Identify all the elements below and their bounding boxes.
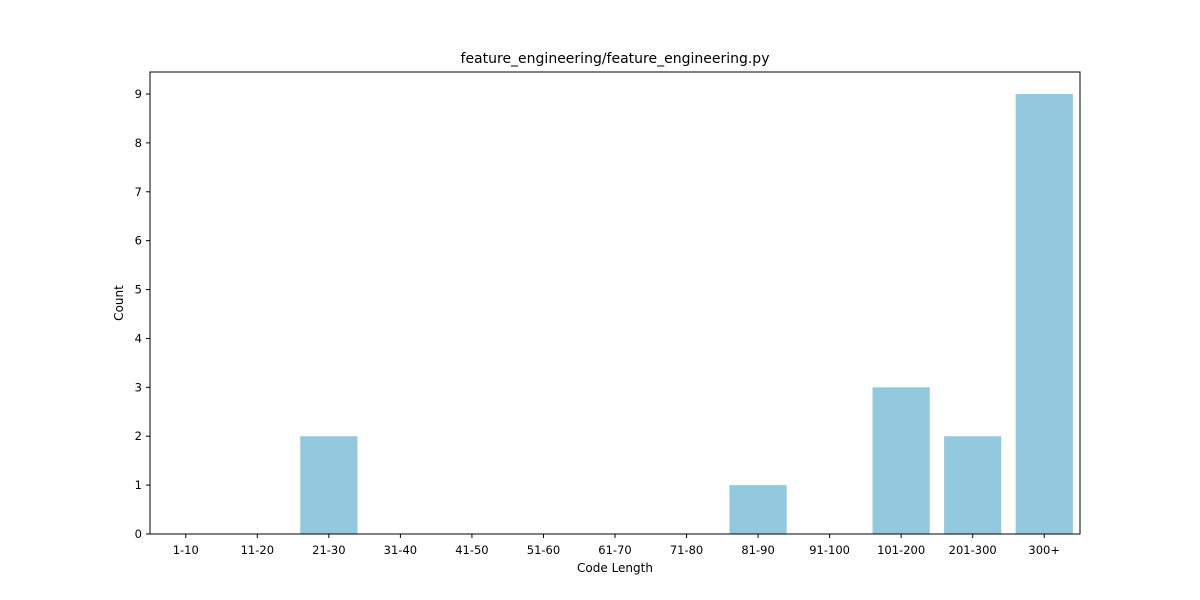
y-axis-ticks: 0 1 2 3 4 5 6 7 8 9: [135, 87, 150, 541]
x-tick-label: 1-10: [173, 543, 199, 557]
x-tick-label: 31-40: [384, 543, 417, 557]
x-tick-label: 81-90: [741, 543, 774, 557]
y-axis-label: Count: [112, 285, 126, 321]
x-tick-label: 71-80: [670, 543, 703, 557]
y-tick-label: 8: [135, 136, 142, 150]
x-tick-label: 201-300: [949, 543, 997, 557]
bars-group: [300, 94, 1073, 534]
x-tick-label: 51-60: [527, 543, 560, 557]
bar-101-200: [872, 387, 930, 534]
y-tick-label: 1: [135, 478, 142, 492]
y-tick-label: 3: [135, 380, 142, 394]
bar-300+: [1015, 94, 1073, 534]
x-tick-label: 300+: [1028, 543, 1060, 557]
x-tick-label: 11-20: [241, 543, 274, 557]
x-tick-label: 61-70: [598, 543, 631, 557]
x-axis-ticks: 1-10 11-20 21-30 31-40 41-50 51-60 61-70 71-80 8…: [173, 534, 1060, 557]
x-tick-label: 91-100: [809, 543, 850, 557]
y-tick-label: 4: [135, 331, 142, 345]
x-tick-label: 101-200: [877, 543, 925, 557]
y-tick-label: 0: [135, 527, 142, 541]
y-tick-label: 6: [135, 234, 142, 248]
y-tick-label: 2: [135, 429, 142, 443]
bar-201-300: [944, 436, 1002, 534]
x-tick-label: 41-50: [455, 543, 488, 557]
y-tick-label: 7: [135, 185, 142, 199]
x-tick-label: 21-30: [312, 543, 345, 557]
bar-21-30: [300, 436, 358, 534]
plot-frame: [149, 71, 1081, 535]
chart-title: feature_engineering/feature_engineering.…: [461, 51, 770, 67]
y-tick-label: 9: [135, 87, 142, 101]
bar-81-90: [729, 485, 787, 534]
x-axis-label: Code Length: [577, 561, 653, 575]
y-tick-label: 5: [135, 283, 142, 297]
